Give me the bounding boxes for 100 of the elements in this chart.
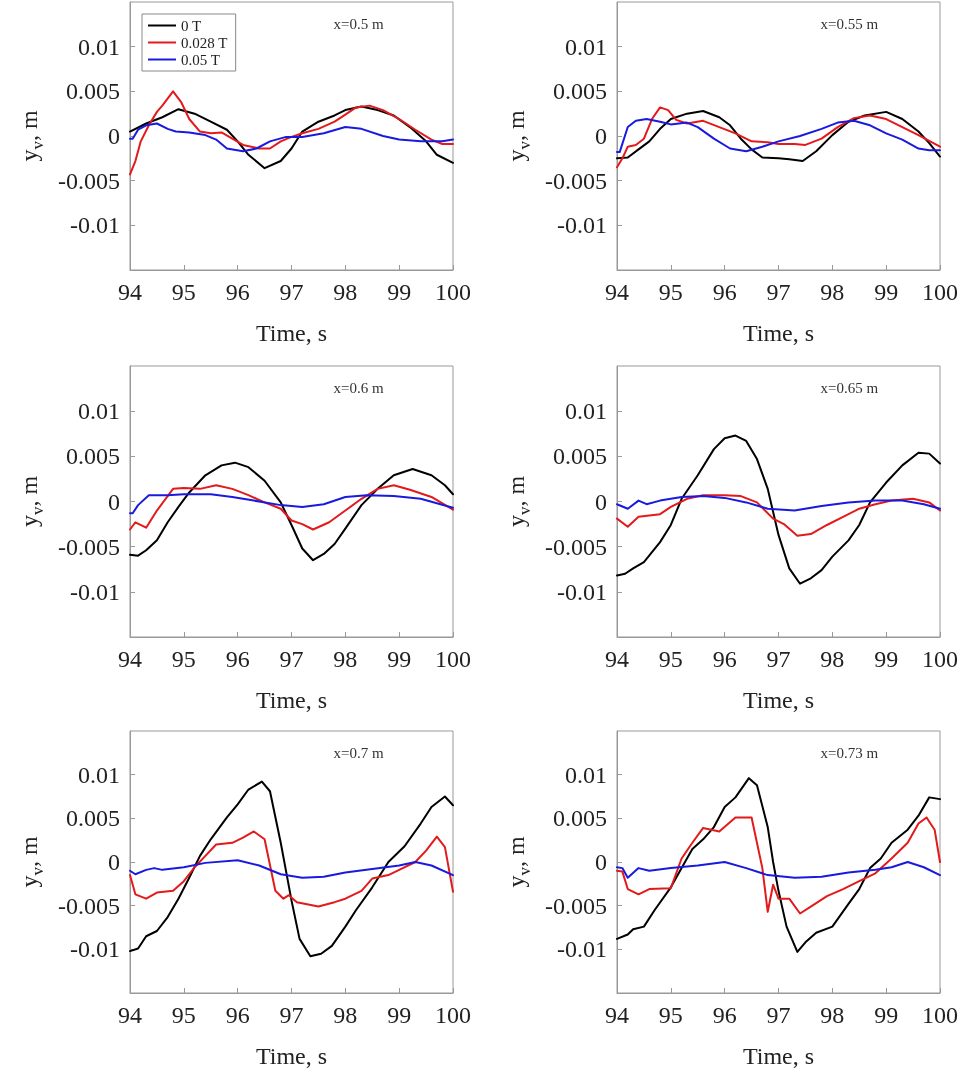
y-axis-title: yv, m (16, 836, 47, 888)
y-axis-title: yv, m (16, 110, 47, 162)
y-tick-label: -0.005 (545, 167, 607, 194)
x-tick-label: 94 (118, 1002, 142, 1028)
y-tick-label: 0.005 (66, 805, 120, 832)
x-tick-label: 94 (605, 1002, 629, 1028)
line-series (129, 105, 454, 170)
line-series (129, 859, 454, 879)
x-tick-label: 97 (766, 1002, 791, 1028)
x-tick-label: 97 (766, 279, 791, 305)
y-tick-label: 0 (108, 123, 120, 149)
x-tick-label: 95 (171, 279, 196, 305)
y-tick-label: -0.01 (557, 212, 607, 239)
line-series (129, 122, 454, 153)
line-series (616, 495, 941, 512)
x-tick-label: 96 (712, 1002, 737, 1028)
y-tick-label: -0.01 (70, 578, 120, 605)
x-tick-label: 98 (820, 646, 845, 672)
line-series (129, 493, 454, 515)
x-tick-label: 97 (279, 646, 304, 672)
legend-label: 0.028 T (181, 34, 228, 51)
x-axis-title: Time, s (255, 320, 328, 346)
y-tick-label: -0.005 (58, 533, 120, 560)
line-series (616, 494, 941, 537)
x-tick-label: 98 (333, 279, 358, 305)
line-series (616, 777, 941, 953)
x-tick-label: 95 (658, 279, 683, 305)
x-tick-label: 96 (712, 646, 737, 672)
line-series (616, 861, 941, 879)
x-tick-label: 97 (766, 646, 791, 672)
x-tick-label: 99 (874, 1002, 899, 1028)
y-axis-title: yv, m (503, 110, 534, 162)
y-tick-label: 0.01 (565, 33, 607, 60)
x-tick-label: 98 (333, 646, 358, 672)
y-tick-label: 0 (595, 849, 607, 875)
y-tick-label: -0.01 (557, 578, 607, 605)
x-tick-label: 98 (333, 1002, 358, 1028)
y-tick-label: 0.005 (66, 443, 120, 470)
y-tick-label: -0.005 (545, 533, 607, 560)
line-series (129, 780, 454, 958)
line-series (616, 434, 941, 585)
y-tick-label: 0.01 (78, 761, 120, 788)
x-tick-label: 100 (922, 279, 958, 305)
annotation: x=0.73 m (820, 744, 879, 761)
x-tick-label: 95 (658, 646, 683, 672)
y-tick-label: 0.005 (553, 443, 607, 470)
y-tick-label: 0 (108, 488, 120, 515)
x-axis-title: Time, s (742, 320, 815, 346)
x-axis-title: Time, s (255, 687, 328, 713)
y-tick-label: 0.005 (553, 805, 607, 832)
y-tick-label: 0 (595, 123, 607, 149)
y-axis-title: yv, m (503, 475, 534, 528)
line-series (129, 90, 454, 176)
x-tick-label: 100 (435, 646, 471, 672)
x-tick-label: 99 (387, 1002, 412, 1028)
y-tick-label: 0.01 (78, 33, 120, 60)
y-tick-label: 0 (595, 488, 607, 515)
x-tick-label: 96 (225, 279, 250, 305)
y-tick-label: 0.01 (565, 398, 607, 425)
x-tick-label: 100 (922, 646, 958, 672)
y-tick-label: 0.005 (66, 78, 120, 105)
annotation: x=0.5 m (333, 15, 384, 32)
x-axis-title: Time, s (742, 687, 815, 713)
x-tick-label: 100 (922, 1002, 958, 1028)
line-series (616, 118, 941, 154)
line-series (129, 830, 454, 908)
y-tick-label: 0.01 (78, 398, 120, 425)
x-tick-label: 96 (712, 279, 737, 305)
annotation: x=0.65 m (820, 379, 879, 396)
x-tick-label: 96 (225, 1002, 250, 1028)
y-tick-label: -0.005 (545, 892, 607, 919)
y-tick-label: -0.005 (58, 167, 120, 194)
annotation: x=0.6 m (333, 379, 384, 396)
x-axis-title: Time, s (255, 1043, 328, 1069)
x-tick-label: 99 (874, 279, 899, 305)
x-tick-label: 97 (279, 279, 304, 305)
y-tick-label: 0.01 (565, 761, 607, 788)
line-series (129, 461, 454, 562)
y-axis-title: yv, m (503, 836, 534, 888)
y-tick-label: 0 (108, 849, 120, 875)
legend-label: 0.05 T (181, 51, 220, 68)
line-series (129, 484, 454, 531)
x-tick-label: 96 (225, 646, 250, 672)
x-axis-title: Time, s (742, 1043, 815, 1069)
x-tick-label: 97 (279, 1002, 304, 1028)
x-tick-label: 99 (387, 279, 412, 305)
x-tick-label: 95 (171, 646, 196, 672)
x-tick-label: 94 (605, 279, 629, 305)
line-series (616, 816, 941, 915)
legend-label: 0 T (181, 17, 202, 34)
x-tick-label: 95 (658, 1002, 683, 1028)
y-tick-label: -0.01 (70, 212, 120, 239)
annotation: x=0.7 m (333, 744, 384, 761)
y-tick-label: -0.01 (70, 936, 120, 963)
y-tick-label: -0.01 (557, 936, 607, 963)
x-tick-label: 100 (435, 1002, 471, 1028)
x-tick-label: 95 (171, 1002, 196, 1028)
x-tick-label: 94 (118, 279, 142, 305)
y-axis-title: yv, m (16, 475, 47, 528)
x-tick-label: 99 (874, 646, 899, 672)
